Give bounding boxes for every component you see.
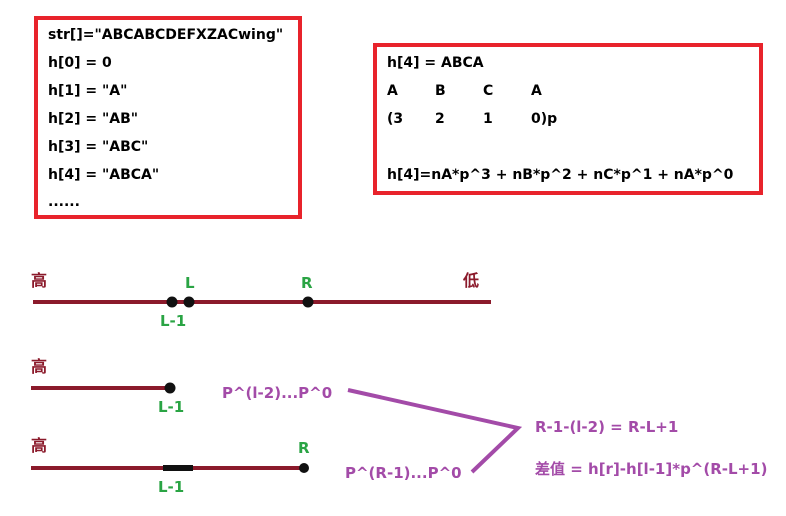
range-label-row2: P^(l-2)...P^0 bbox=[222, 384, 333, 402]
power-1: 1 bbox=[483, 111, 493, 127]
letter-c: C bbox=[483, 83, 494, 99]
letter-a1: A bbox=[387, 83, 398, 99]
r-label-row3: R bbox=[298, 439, 310, 457]
letter-b: B bbox=[435, 83, 446, 99]
h0-line: h[0] = 0 bbox=[48, 55, 112, 71]
difference-connector bbox=[347, 388, 523, 474]
l-minus-1-label-row3: L-1 bbox=[158, 478, 185, 496]
r-label-row1: R bbox=[301, 274, 313, 292]
h1-line: h[1] = "A" bbox=[48, 83, 128, 99]
ellipsis-line: ...... bbox=[48, 194, 80, 210]
h4-title: h[4] = ABCA bbox=[387, 55, 484, 71]
hash-formula: h[4]=nA*p^3 + nB*p^2 + nC*p^1 + nA*p^0 bbox=[387, 167, 734, 183]
hash-expansion-box bbox=[373, 43, 763, 195]
letter-a2: A bbox=[531, 83, 542, 99]
l-label-row1: L bbox=[185, 274, 195, 292]
marker-l-minus-1-row3 bbox=[163, 465, 193, 471]
point-l-minus-1-row2 bbox=[164, 382, 176, 394]
point-l-minus-1-row1 bbox=[166, 296, 178, 308]
point-r-row1 bbox=[302, 296, 314, 308]
length-difference-label: R-1-(l-2) = R-L+1 bbox=[535, 418, 679, 436]
point-r-row3 bbox=[299, 463, 309, 473]
power-2: 2 bbox=[435, 111, 445, 127]
h4-line: h[4] = "ABCA" bbox=[48, 167, 160, 183]
string-prefix-box bbox=[34, 16, 302, 219]
high-label-row2: 高 bbox=[31, 357, 48, 376]
range-label-row3: P^(R-1)...P^0 bbox=[345, 464, 462, 482]
high-label-row3: 高 bbox=[31, 436, 48, 455]
l-minus-1-label-row1: L-1 bbox=[160, 312, 187, 330]
high-label-row1: 高 bbox=[31, 271, 48, 290]
h2-line: h[2] = "AB" bbox=[48, 111, 139, 127]
low-label-row1: 低 bbox=[463, 271, 480, 290]
str-definition: str[]="ABCABCDEFXZACwing" bbox=[48, 27, 284, 43]
h3-line: h[3] = "ABC" bbox=[48, 139, 149, 155]
l-minus-1-label-row2: L-1 bbox=[158, 398, 185, 416]
point-l-row1 bbox=[183, 296, 195, 308]
power-0: 0)p bbox=[531, 111, 558, 127]
power-3: (3 bbox=[387, 111, 404, 127]
hash-difference-label: 差值 = h[r]-h[l-1]*p^(R-L+1) bbox=[535, 460, 768, 478]
